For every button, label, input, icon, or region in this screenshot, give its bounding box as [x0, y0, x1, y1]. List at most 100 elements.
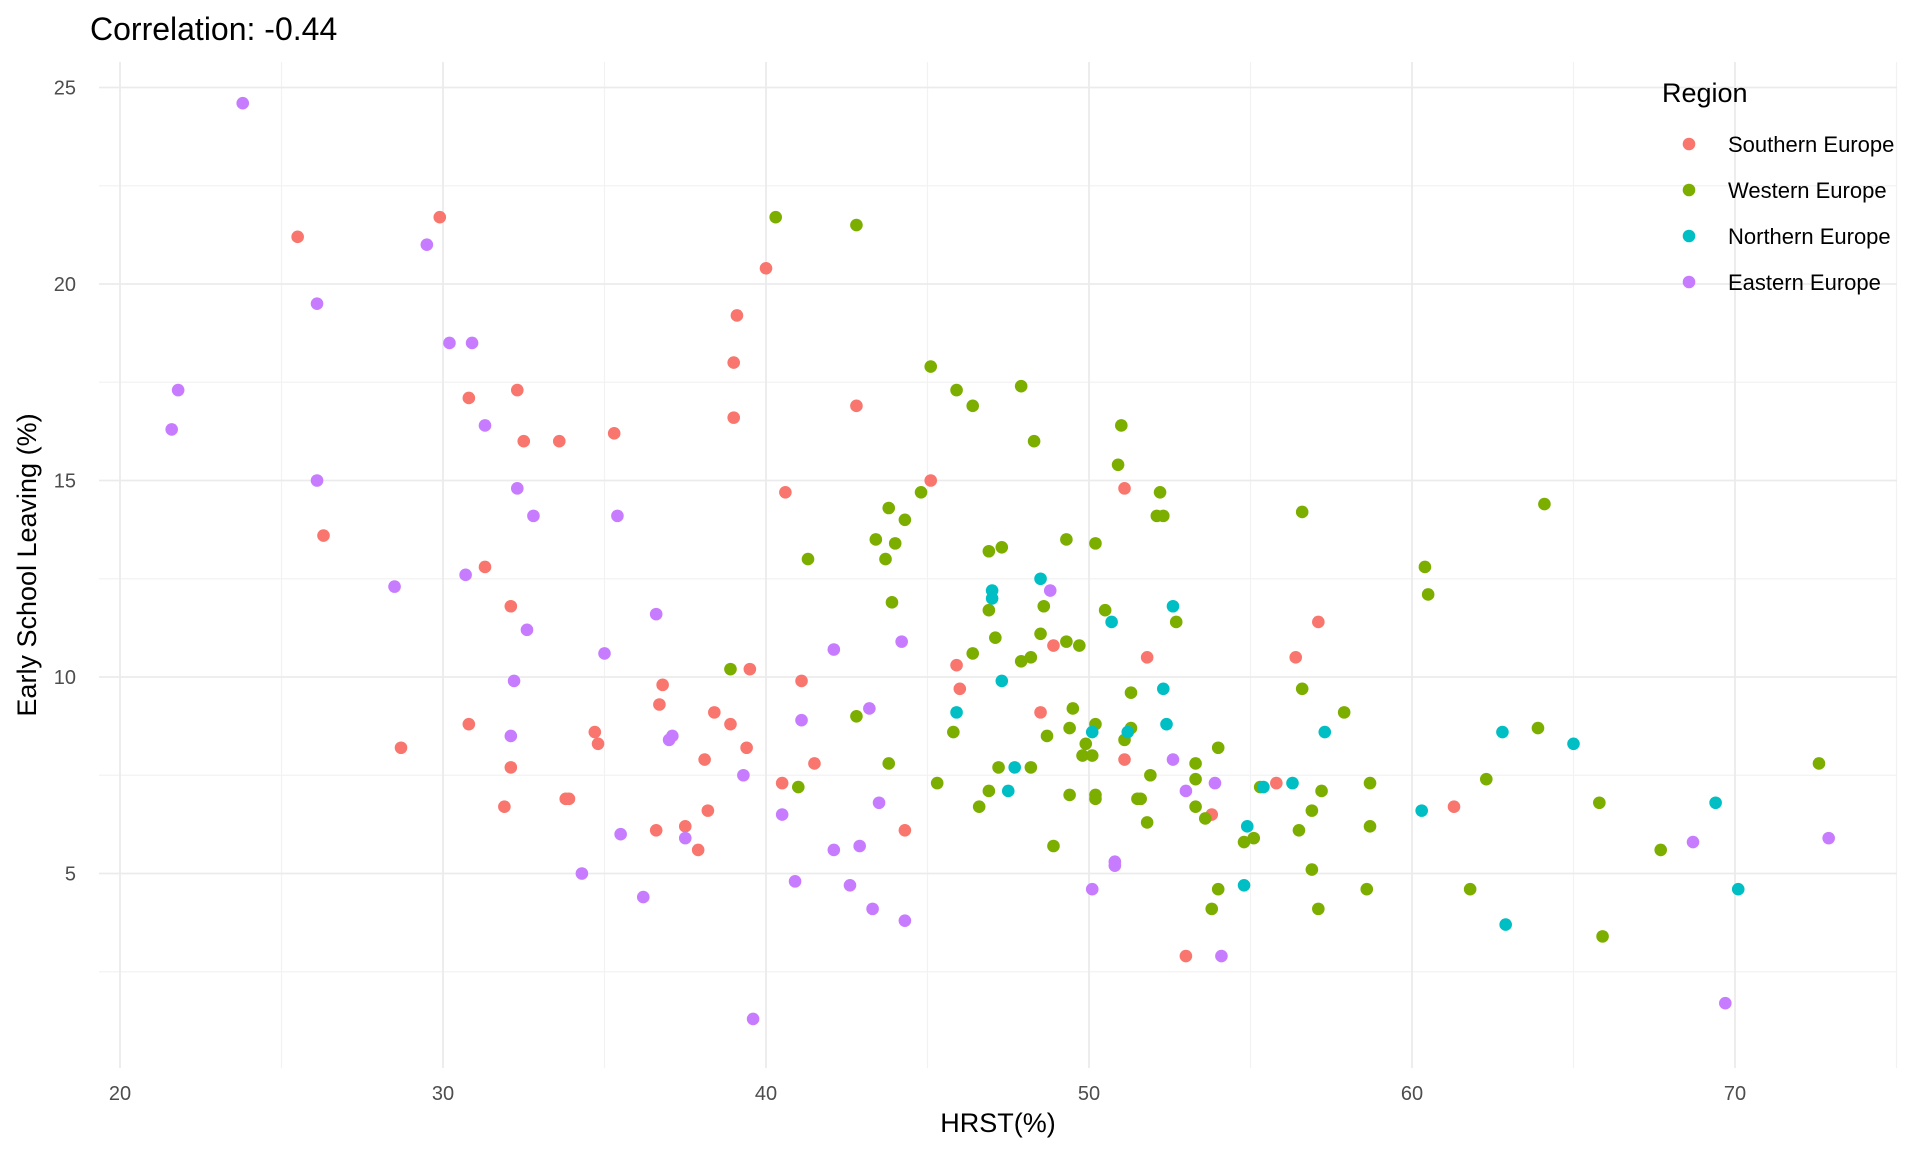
point-western-europe — [879, 552, 892, 566]
point-western-europe — [1140, 816, 1154, 829]
point-southern-europe — [730, 309, 744, 322]
point-eastern-europe — [236, 96, 250, 110]
point-northern-europe — [1415, 804, 1428, 817]
y-axis-ticks: 5 10 15 20 25 — [54, 78, 76, 886]
point-western-europe — [1363, 820, 1377, 833]
point-southern-europe — [759, 261, 773, 275]
point-western-europe — [982, 544, 996, 558]
point-northern-europe — [1240, 820, 1254, 833]
point-southern-europe — [1047, 639, 1060, 652]
point-southern-europe — [727, 411, 740, 424]
point-eastern-europe — [1166, 753, 1180, 766]
point-northern-europe — [1496, 725, 1509, 739]
legend-label-southern-europe: Southern Europe — [1728, 132, 1894, 157]
point-western-europe — [992, 761, 1005, 774]
point-western-europe — [982, 603, 996, 617]
point-northern-europe — [950, 706, 963, 719]
point-eastern-europe — [504, 729, 518, 743]
legend-key-western-europe — [1682, 183, 1696, 197]
legend-key-eastern-europe — [1682, 275, 1696, 289]
point-eastern-europe — [465, 336, 479, 350]
point-western-europe — [924, 360, 938, 373]
major-gridlines — [99, 62, 1897, 1068]
point-western-europe — [1305, 863, 1319, 876]
point-western-europe — [898, 513, 912, 527]
legend-key-southern-europe — [1682, 137, 1696, 151]
point-western-europe — [1596, 930, 1609, 943]
point-northern-europe — [1731, 882, 1745, 896]
point-eastern-europe — [1108, 859, 1122, 872]
point-western-europe — [885, 596, 899, 609]
point-western-europe — [1153, 485, 1167, 499]
point-eastern-europe — [478, 419, 492, 432]
point-western-europe — [1089, 537, 1102, 550]
point-eastern-europe — [636, 890, 650, 904]
point-western-europe — [1531, 721, 1545, 735]
point-eastern-europe — [507, 674, 521, 688]
point-western-europe — [1360, 882, 1374, 896]
point-eastern-europe — [737, 768, 750, 782]
x-tick-label: 70 — [1724, 1083, 1746, 1105]
point-eastern-europe — [171, 383, 185, 397]
point-eastern-europe — [310, 474, 324, 487]
point-eastern-europe — [775, 808, 789, 821]
point-northern-europe — [1034, 572, 1047, 586]
point-western-europe — [1098, 603, 1112, 617]
chart-title: Correlation: -0.44 — [90, 11, 337, 47]
point-northern-europe — [1001, 784, 1015, 798]
point-western-europe — [1034, 627, 1047, 641]
point-western-europe — [1211, 882, 1225, 896]
point-western-europe — [1418, 560, 1432, 574]
x-axis-ticks: 20 30 40 50 60 70 — [109, 1083, 1746, 1105]
minor-gridlines — [99, 62, 1898, 1068]
point-western-europe — [882, 757, 896, 770]
point-southern-europe — [591, 737, 605, 751]
point-western-europe — [1421, 588, 1435, 601]
point-southern-europe — [1179, 949, 1193, 963]
point-western-europe — [1812, 757, 1826, 770]
y-tick-label: 15 — [54, 471, 76, 493]
point-western-europe — [1014, 379, 1028, 393]
point-western-europe — [1144, 768, 1157, 782]
point-eastern-europe — [459, 568, 472, 582]
point-northern-europe — [1166, 599, 1180, 613]
point-eastern-europe — [611, 509, 624, 523]
point-western-europe — [1312, 902, 1325, 916]
point-western-europe — [1040, 729, 1054, 743]
y-tick-label: 20 — [54, 274, 76, 296]
point-western-europe — [1593, 796, 1606, 810]
point-southern-europe — [291, 230, 304, 244]
point-southern-europe — [517, 434, 531, 448]
point-western-europe — [1363, 776, 1377, 790]
point-southern-europe — [504, 761, 518, 774]
point-eastern-europe — [649, 607, 663, 621]
point-western-europe — [989, 631, 1002, 644]
point-southern-europe — [552, 434, 566, 448]
point-northern-europe — [1156, 682, 1170, 696]
point-southern-europe — [510, 383, 524, 397]
point-southern-europe — [462, 717, 476, 731]
point-southern-europe — [1447, 800, 1461, 813]
point-western-europe — [1305, 804, 1319, 817]
point-western-europe — [1237, 835, 1251, 849]
point-western-europe — [1014, 654, 1028, 668]
point-eastern-europe — [443, 336, 456, 350]
point-western-europe — [1205, 902, 1219, 916]
point-western-europe — [1060, 635, 1073, 648]
point-northern-europe — [1318, 725, 1332, 739]
point-southern-europe — [504, 599, 518, 613]
point-western-europe — [1063, 788, 1076, 802]
point-eastern-europe — [788, 875, 802, 888]
point-western-europe — [1198, 812, 1212, 825]
point-southern-europe — [775, 776, 789, 790]
point-western-europe — [972, 800, 986, 813]
point-eastern-europe — [872, 796, 886, 810]
point-eastern-europe — [310, 297, 324, 310]
point-southern-europe — [1034, 706, 1047, 719]
point-southern-europe — [462, 391, 476, 405]
point-western-europe — [1169, 615, 1183, 629]
point-western-europe — [1111, 458, 1125, 472]
point-western-europe — [1654, 843, 1668, 857]
x-tick-label: 50 — [1078, 1083, 1100, 1105]
point-eastern-europe — [527, 509, 540, 523]
